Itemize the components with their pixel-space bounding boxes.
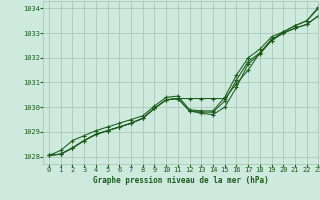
X-axis label: Graphe pression niveau de la mer (hPa): Graphe pression niveau de la mer (hPa) — [93, 176, 269, 185]
